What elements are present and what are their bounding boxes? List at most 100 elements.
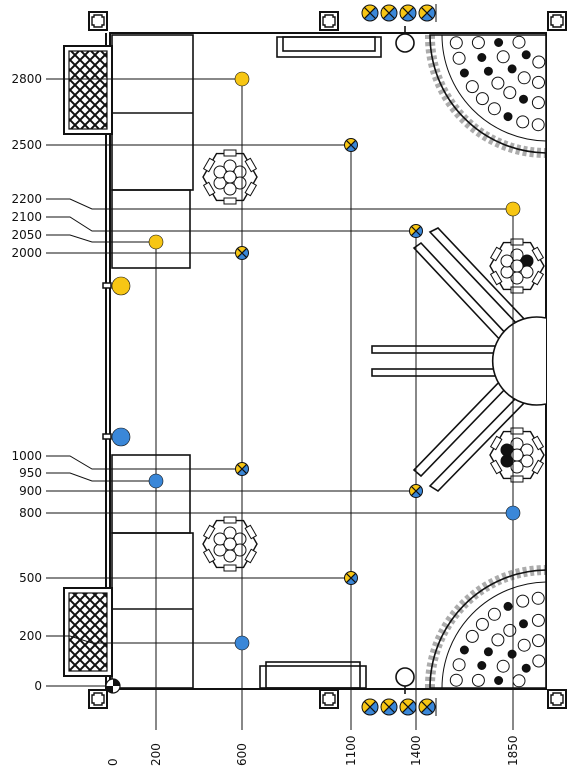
- seat: [477, 53, 487, 62]
- marker-m-500: [344, 571, 358, 585]
- seat: [512, 35, 526, 49]
- seat: [477, 661, 487, 670]
- seat: [471, 673, 485, 687]
- seat: [452, 658, 466, 672]
- mixed-marker-icon: [418, 698, 436, 716]
- seat: [449, 36, 463, 50]
- marker-m-1000: [235, 462, 249, 476]
- seat: [475, 617, 489, 631]
- x-axis-label: 200: [149, 743, 163, 766]
- seat: [496, 50, 510, 64]
- x-axis-labels: 0 200 600 1100 1400 1850: [106, 735, 520, 766]
- marker-m-900: [409, 484, 423, 498]
- y-axis-label: 800: [19, 506, 42, 520]
- leader-line: [46, 198, 513, 210]
- seat: [532, 75, 545, 89]
- hexagon-tables: [202, 149, 545, 572]
- y-axis-label: 500: [19, 571, 42, 585]
- lattice-panel-bottom: [63, 587, 113, 677]
- leader-line: [46, 472, 156, 482]
- mixed-marker-icon: [361, 698, 379, 716]
- seat: [503, 112, 513, 122]
- seat: [521, 663, 531, 673]
- y-axis-label: 2200: [11, 192, 42, 206]
- lattice-panel-icon: [68, 592, 108, 672]
- lattice-panel-top: [63, 45, 113, 135]
- seat: [475, 92, 489, 106]
- seat: [491, 76, 505, 90]
- y-axis-label: 2000: [11, 246, 42, 260]
- y-axis-label: 2800: [11, 72, 42, 86]
- lattice-panel-icon: [68, 50, 108, 130]
- y-axis-label: 1000: [11, 449, 42, 463]
- seat: [449, 673, 463, 687]
- seat: [516, 115, 530, 129]
- cross-post-icon: [88, 689, 108, 709]
- hexagon-table-icon: [489, 238, 545, 294]
- seat: [532, 634, 545, 648]
- seat: [452, 51, 466, 65]
- seat: [465, 629, 479, 643]
- seat: [487, 102, 501, 116]
- marker-m-200: [234, 635, 250, 651]
- seat: [483, 647, 493, 657]
- seat: [494, 676, 504, 685]
- left-booths: [111, 34, 194, 689]
- leader-line: [46, 216, 416, 232]
- seat: [519, 619, 528, 629]
- seat: [503, 623, 517, 637]
- x-axis-label: 1100: [344, 735, 358, 766]
- seat: [531, 96, 545, 110]
- leader-line: [46, 455, 242, 470]
- corner-seating-bottom: [424, 565, 547, 689]
- seat: [459, 68, 469, 78]
- wall-light-blue: [111, 427, 131, 447]
- hexagon-table-icon: [202, 149, 258, 205]
- marker-m-2100: [409, 224, 423, 238]
- y-axis-labels: 2800250022002100205020001000950900800500…: [11, 72, 42, 693]
- wall-light-yellow: [111, 276, 131, 296]
- mixed-marker-icon: [399, 4, 417, 22]
- seat: [471, 36, 485, 50]
- y-axis-label: 200: [19, 629, 42, 643]
- cross-post-icon: [88, 11, 108, 31]
- seat: [494, 38, 504, 47]
- leader-line: [46, 234, 156, 243]
- cross-post-icon: [319, 11, 339, 31]
- seat: [532, 654, 546, 668]
- x-axis-label: 1850: [506, 735, 520, 766]
- marker-m-2050: [148, 234, 164, 250]
- seat: [517, 71, 531, 85]
- wall-tabs: [102, 282, 112, 440]
- seat: [531, 613, 545, 627]
- markers: [105, 71, 521, 694]
- x-axis-label: 0: [106, 758, 120, 766]
- mixed-marker-icon: [399, 698, 417, 716]
- seat: [503, 86, 517, 100]
- bottom-marker-row: [361, 698, 437, 716]
- marker-m-0: [105, 678, 121, 694]
- seat: [487, 607, 501, 621]
- cross-post-icon: [319, 689, 339, 709]
- seat: [516, 594, 530, 608]
- seat: [503, 601, 513, 611]
- top-marker-row: [361, 4, 437, 22]
- y-axis-label: 2500: [11, 138, 42, 152]
- marker-m-2800: [234, 71, 250, 87]
- corner-posts: [88, 11, 567, 709]
- hexagon-table-icon: [202, 516, 258, 572]
- y-axis-label: 2100: [11, 210, 42, 224]
- x-axis-label: 600: [235, 743, 249, 766]
- corner-seating-top: [424, 34, 547, 158]
- marker-m-800: [505, 505, 521, 521]
- marker-m-950: [148, 473, 164, 489]
- y-axis-label: 950: [19, 466, 42, 480]
- seat: [507, 649, 517, 659]
- cross-post-icon: [547, 689, 567, 709]
- seat: [531, 591, 545, 605]
- benches: [259, 36, 382, 689]
- seat: [496, 659, 510, 673]
- seat: [521, 50, 531, 60]
- entrances: [395, 26, 415, 694]
